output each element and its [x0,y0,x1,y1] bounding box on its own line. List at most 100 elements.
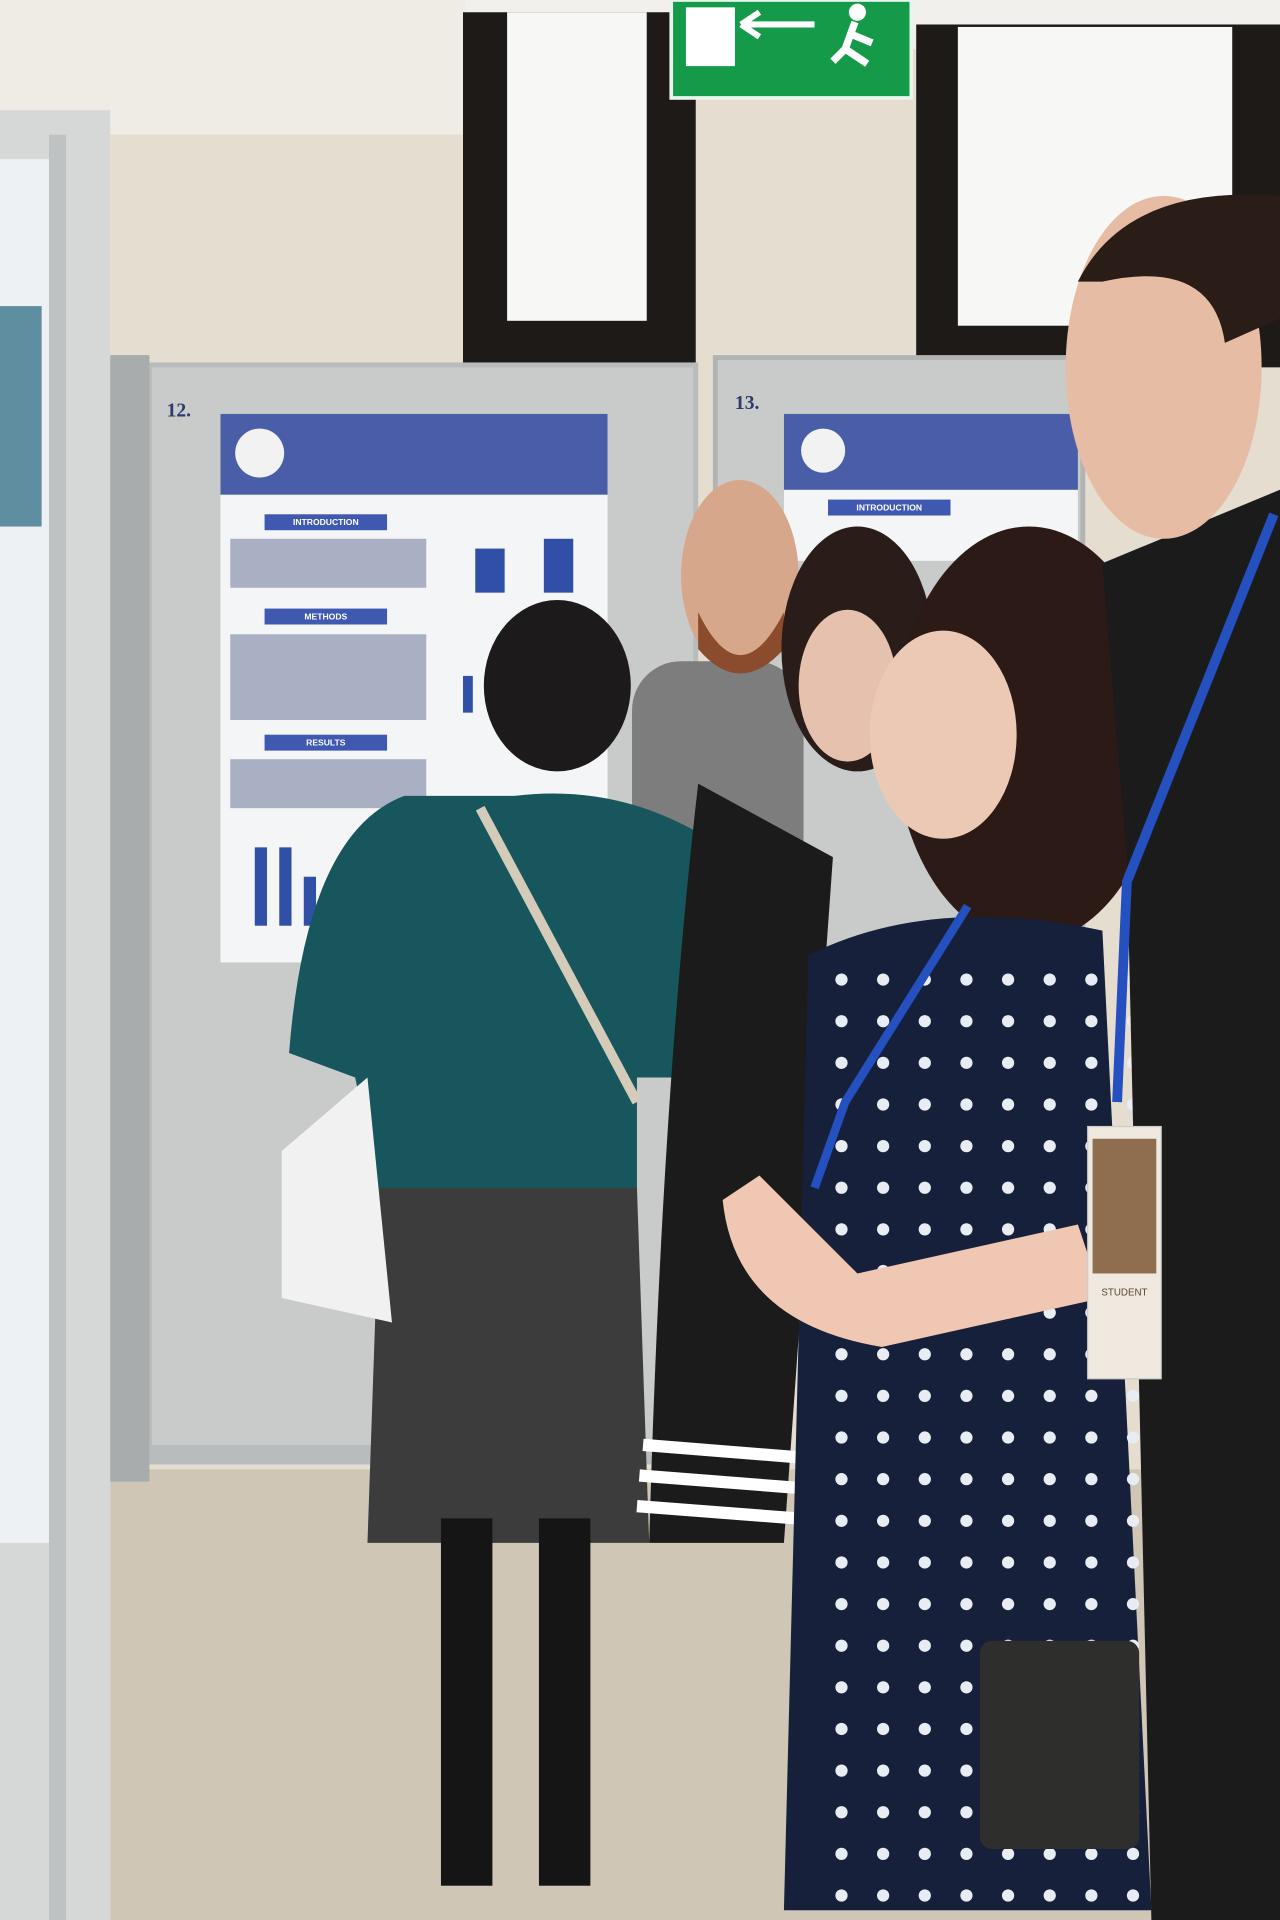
dress-dot [835,1639,848,1652]
board-frame [48,134,67,1920]
exit-figure [848,3,866,21]
dress-dot [1001,1348,1015,1361]
dress-dot [1001,1015,1015,1028]
dress-dot [960,1140,973,1153]
person-arms [722,1175,1103,1347]
poster-chart-bars [254,538,574,926]
dress-dot [1001,1140,1015,1153]
dress-dot [835,1514,848,1527]
dress-dot [835,1597,848,1611]
dress-dot [1085,1015,1098,1028]
panel-number: 12. [167,400,192,421]
dress-dot [877,1348,890,1361]
badge-image [1092,1138,1157,1274]
person-leg [538,1518,591,1886]
exit-figure [830,20,874,67]
dress-dot [1043,1889,1056,1902]
dress-dot [835,1140,848,1153]
dress-dot [918,1556,931,1569]
dress-dot [918,1847,931,1860]
dress-dot [1043,1514,1056,1527]
dress-dot [918,1056,931,1069]
dress-dot [1043,1431,1056,1444]
dress-dot [877,1389,890,1403]
dress-dot [1043,1847,1056,1860]
dress-dot [877,1639,890,1652]
dress-dot [960,1722,973,1736]
dress-dot [1126,1473,1140,1486]
dress-dot [960,1015,973,1028]
dress-dot [835,1847,848,1860]
dress-dot [835,1431,848,1444]
dress-dot [918,1597,931,1611]
dress-dot [835,1389,848,1403]
dress-dot [877,1847,890,1860]
dress-dot [918,1140,931,1153]
dress-dot [835,973,848,986]
panel-number: 13. [735,393,760,414]
person-sweater [289,793,711,1200]
dress-dot [1126,1431,1140,1444]
dress-dot [877,1181,890,1194]
badge-role: STUDENT [1101,1288,1147,1299]
dress-dot [1043,1015,1056,1028]
dress-dot [960,1473,973,1486]
poster-logo [801,428,846,473]
dress-dot [960,1681,973,1694]
dress-dot [960,1389,973,1403]
dress-dot [918,1015,931,1028]
person-hair [483,600,631,772]
dress-dot [960,1431,973,1444]
dress-dot [1001,1597,1015,1611]
dress-dot [960,1223,973,1236]
section-heading-text: METHODS [304,611,347,621]
dress-dot [877,1556,890,1569]
dress-dot [960,1806,973,1819]
dress-dot [918,1389,931,1403]
dress-dot [960,1098,973,1111]
dress-dot [1001,1556,1015,1569]
dress-dot [835,1223,848,1236]
dress-dot [1001,973,1015,986]
dress-dot [918,1348,931,1361]
dress-dot [1043,1181,1056,1194]
person-beard [698,612,784,674]
dress-dot [1043,1348,1056,1361]
dress-dot [835,1806,848,1819]
dress-dot [1001,1514,1015,1527]
dress-dot [877,1764,890,1777]
dress-dot [1085,1847,1098,1860]
dress-dot [1001,1056,1015,1069]
dress-dot [835,1348,848,1361]
dress-dot [960,1847,973,1860]
dress-dot [1126,1889,1140,1902]
dress-dot [1001,1431,1015,1444]
dress-dot [918,1473,931,1486]
person-jacket [649,783,833,1543]
person-leg [440,1518,493,1886]
dress-dot [1001,1098,1015,1111]
dress-dot [835,1556,848,1569]
dress-dot [877,1722,890,1736]
section-heading [264,734,388,751]
person-face [869,630,1017,839]
exit-door-icon [685,7,735,67]
dress-dot [918,1639,931,1652]
dress-dot [1085,1056,1098,1069]
window-glass [507,12,647,321]
section-heading-text: RESULTS [306,738,346,748]
dress-dot [835,1722,848,1736]
dress-dot [918,1681,931,1694]
dress-dot [1043,1597,1056,1611]
dress-dot [835,1056,848,1069]
dress-dot [918,1098,931,1111]
dress-dot [918,1181,931,1194]
lanyard [810,903,972,1190]
dress-dot [1085,1431,1098,1444]
dress-dot [960,1056,973,1069]
poster-text-lines [230,538,427,809]
dress-dot [1043,1140,1056,1153]
dress-dot [1085,1389,1098,1403]
person-suit [1102,489,1280,1920]
